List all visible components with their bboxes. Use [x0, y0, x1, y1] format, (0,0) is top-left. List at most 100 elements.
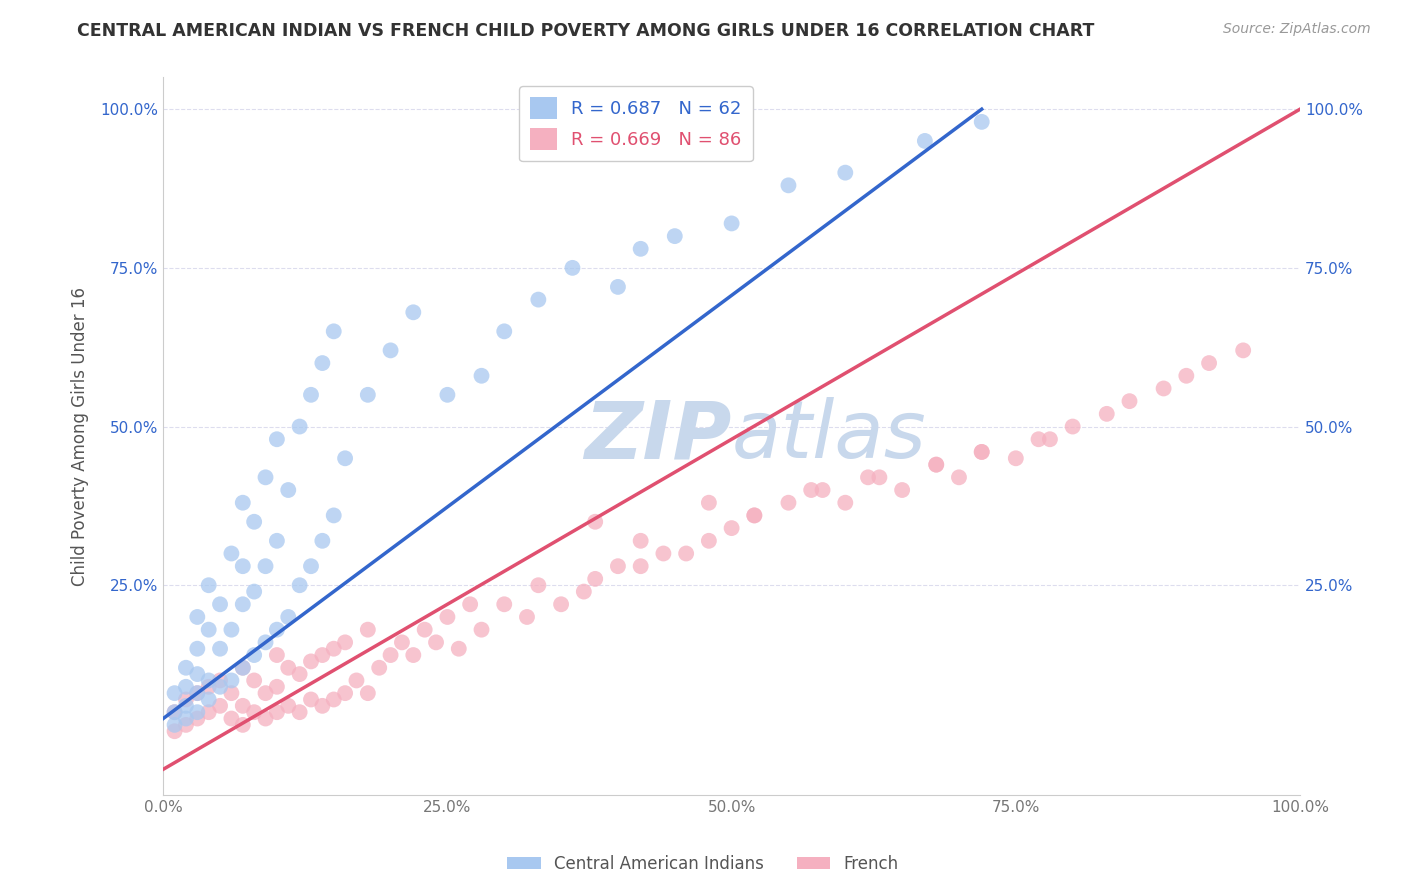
Point: [311, 648, 333, 662]
Point: [197, 623, 219, 637]
Point: [630, 242, 652, 256]
Point: [232, 661, 254, 675]
Point: [209, 680, 232, 694]
Point: [232, 597, 254, 611]
Point: [778, 496, 800, 510]
Point: [277, 610, 299, 624]
Point: [697, 533, 720, 548]
Point: [197, 578, 219, 592]
Point: [288, 578, 311, 592]
Point: [266, 705, 288, 719]
Point: [333, 451, 356, 466]
Point: [311, 698, 333, 713]
Point: [174, 680, 197, 694]
Point: [1232, 343, 1254, 358]
Point: [243, 584, 266, 599]
Point: [970, 115, 993, 129]
Point: [266, 680, 288, 694]
Point: [583, 572, 606, 586]
Point: [811, 483, 834, 497]
Point: [970, 445, 993, 459]
Point: [311, 356, 333, 370]
Text: atlas: atlas: [731, 397, 927, 475]
Point: [232, 661, 254, 675]
Point: [652, 547, 675, 561]
Point: [299, 692, 322, 706]
Point: [163, 705, 186, 719]
Point: [914, 134, 936, 148]
Point: [1198, 356, 1220, 370]
Point: [333, 686, 356, 700]
Point: [550, 597, 572, 611]
Point: [163, 686, 186, 700]
Point: [891, 483, 914, 497]
Point: [720, 521, 742, 535]
Point: [232, 559, 254, 574]
Point: [1153, 381, 1175, 395]
Point: [925, 458, 948, 472]
Point: [197, 673, 219, 688]
Point: [221, 686, 243, 700]
Point: [174, 661, 197, 675]
Point: [186, 686, 208, 700]
Point: [288, 667, 311, 681]
Point: [357, 686, 380, 700]
Text: CENTRAL AMERICAN INDIAN VS FRENCH CHILD POVERTY AMONG GIRLS UNDER 16 CORRELATION: CENTRAL AMERICAN INDIAN VS FRENCH CHILD …: [77, 22, 1095, 40]
Point: [413, 623, 436, 637]
Point: [402, 305, 425, 319]
Point: [221, 547, 243, 561]
Point: [299, 388, 322, 402]
Point: [243, 648, 266, 662]
Point: [163, 705, 186, 719]
Point: [346, 673, 368, 688]
Legend: Central American Indians, French: Central American Indians, French: [501, 848, 905, 880]
Point: [322, 508, 344, 523]
Point: [266, 533, 288, 548]
Point: [243, 515, 266, 529]
Point: [277, 483, 299, 497]
Point: [243, 705, 266, 719]
Point: [447, 641, 470, 656]
Point: [925, 458, 948, 472]
Point: [277, 698, 299, 713]
Point: [209, 597, 232, 611]
Point: [470, 368, 492, 383]
Point: [197, 680, 219, 694]
Point: [583, 515, 606, 529]
Point: [572, 584, 595, 599]
Point: [834, 496, 856, 510]
Point: [664, 229, 686, 244]
Point: [299, 559, 322, 574]
Point: [311, 533, 333, 548]
Point: [357, 388, 380, 402]
Point: [630, 559, 652, 574]
Point: [186, 610, 208, 624]
Point: [561, 260, 583, 275]
Point: [744, 508, 766, 523]
Point: [232, 698, 254, 713]
Point: [470, 623, 492, 637]
Point: [391, 635, 413, 649]
Point: [221, 623, 243, 637]
Point: [606, 559, 628, 574]
Point: [856, 470, 879, 484]
Point: [254, 470, 277, 484]
Point: [402, 648, 425, 662]
Point: [186, 712, 208, 726]
Point: [1004, 451, 1026, 466]
Point: [163, 724, 186, 739]
Point: [288, 705, 311, 719]
Point: [436, 388, 458, 402]
Point: [186, 686, 208, 700]
Point: [425, 635, 447, 649]
Point: [266, 432, 288, 446]
Point: [333, 635, 356, 649]
Point: [254, 712, 277, 726]
Point: [299, 654, 322, 668]
Y-axis label: Child Poverty Among Girls Under 16: Child Poverty Among Girls Under 16: [72, 286, 89, 585]
Point: [948, 470, 970, 484]
Point: [174, 698, 197, 713]
Point: [494, 324, 516, 338]
Point: [868, 470, 890, 484]
Point: [266, 648, 288, 662]
